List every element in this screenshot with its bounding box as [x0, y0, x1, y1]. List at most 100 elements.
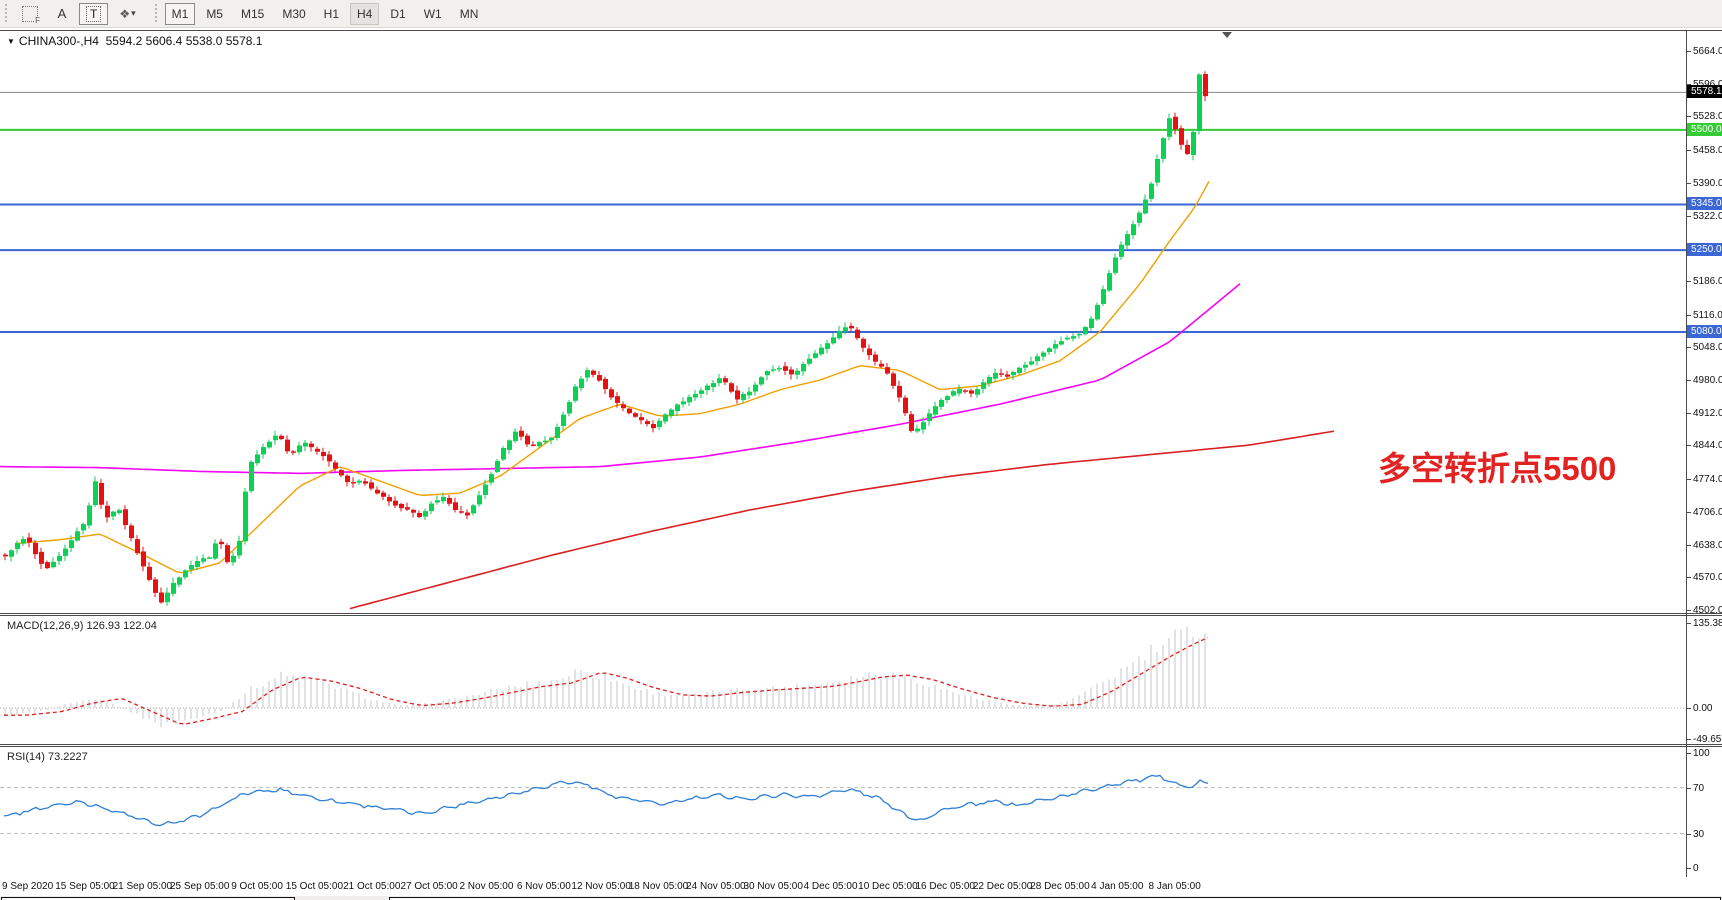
price-tick-label: 0	[1693, 863, 1699, 874]
rsi-indicator-label: RSI(14) 73.2227	[7, 751, 88, 763]
price-tick-label: 30	[1693, 828, 1705, 840]
axis-tick	[1687, 622, 1691, 624]
price-badge: 5578.1	[1687, 85, 1722, 99]
toolbar-grip[interactable]	[3, 3, 10, 24]
axis-tick	[1687, 150, 1691, 152]
timeframe-button-w1[interactable]: W1	[423, 6, 442, 21]
letter-a-icon: A	[57, 6, 67, 21]
text-label-tool-button[interactable]: A	[49, 3, 75, 25]
time-axis-label: 24 Nov 05:00	[686, 881, 746, 892]
macd-pane[interactable]	[0, 616, 1686, 744]
time-axis-label: 16 Dec 05:00	[915, 881, 976, 892]
timeframe-button-d1[interactable]: D1	[390, 6, 406, 21]
axis-tick	[1687, 116, 1691, 118]
axis-tick	[1687, 833, 1691, 835]
price-tick-label: 4706.0	[1693, 506, 1722, 518]
axis-tick	[1687, 445, 1691, 447]
toolbar-grip[interactable]	[152, 3, 160, 24]
time-axis-label: 28 Dec 05:00	[1030, 881, 1090, 892]
macd-histogram	[4, 626, 1206, 728]
price-tick-label: 70	[1693, 782, 1705, 794]
pane-separator	[0, 613, 1722, 614]
timeframe-button-h1[interactable]: H1	[323, 6, 340, 21]
axis-tick	[1687, 868, 1691, 869]
axis-tick	[1687, 347, 1691, 349]
time-axis-label: 25 Sep 05:00	[169, 881, 230, 892]
price-tick-label: 4844.0	[1693, 440, 1722, 452]
pane-separator	[0, 744, 1722, 745]
price-tick-label: 5664.0	[1693, 46, 1722, 57]
chart-symbol-title[interactable]: ▼ CHINA300-,H4 5594.2 5606.4 5538.0 5578.…	[7, 34, 263, 48]
trendline-red	[349, 430, 1335, 610]
time-axis-label: 6 Nov 05:00	[516, 881, 571, 892]
price-badge: 5500.0	[1687, 122, 1722, 136]
main-price-pane[interactable]	[0, 31, 1686, 613]
timeframe-button-m5[interactable]: M5	[206, 6, 223, 21]
price-tick-label: 4980.0	[1693, 375, 1722, 387]
axis-tick	[1687, 787, 1691, 789]
pattern-tool-button[interactable]: F	[15, 3, 45, 25]
time-axis-label: 22 Dec 05:00	[972, 881, 1033, 892]
axis-tick	[1687, 412, 1691, 414]
rsi-line	[3, 774, 1209, 827]
timeframe-button-h4[interactable]: H4	[350, 2, 380, 25]
pane-separator[interactable]	[0, 615, 1722, 616]
annotation-text: 多空转折点5500	[1378, 450, 1617, 487]
time-axis-label: 21 Oct 05:00	[343, 881, 401, 892]
macd-signal-line	[4, 637, 1209, 725]
price-tick-label: 5458.0	[1693, 145, 1722, 157]
macd-indicator-label: MACD(12,26,9) 126.93 122.04	[7, 620, 157, 632]
text-tool-icon: T	[86, 5, 102, 22]
price-tick-label: 5186.0	[1693, 275, 1722, 287]
axis-tick	[1687, 544, 1691, 546]
chevron-down-icon: ▾	[131, 8, 136, 18]
price-tick-label: 5596.0	[1693, 78, 1722, 90]
price-tick-label: 4570.0	[1693, 572, 1722, 584]
time-axis[interactable]: 9 Sep 2020 15 Sep 05:00 21 Sep 05:00 25 Sep…	[0, 877, 1722, 896]
rsi-pane[interactable]	[0, 747, 1686, 877]
axis-tick	[1687, 610, 1691, 611]
price-tick-label: 100	[1693, 748, 1710, 759]
price-badge: 5250.0	[1687, 243, 1722, 257]
price-axis[interactable]: 5664.0 5596.0 5528.0 5458.0 5390.0 5322.0 5186…	[1687, 28, 1722, 900]
price-tick-label: 0.00	[1693, 703, 1713, 714]
time-axis-label: 15 Oct 05:00	[285, 881, 344, 892]
timeframe-button-mn[interactable]: MN	[459, 6, 479, 21]
candles-layer	[3, 71, 1208, 606]
arrows-icon: ❖	[119, 6, 130, 21]
price-tick-label: 4774.0	[1693, 474, 1722, 486]
axis-tick	[1687, 511, 1691, 513]
time-axis-label: 4 Dec 05:00	[803, 881, 858, 892]
time-axis-label: 18 Nov 05:00	[628, 881, 689, 892]
text-tool-button[interactable]: T	[79, 2, 109, 25]
time-axis-label: 15 Sep 05:00	[55, 881, 115, 892]
timeframe-toolbar: M1 M5 M15 M30 H1 H4 D1 W1 MN	[163, 2, 488, 25]
toolbar: F A T ❖ ▾ M1 M5 M15 M30 H1 H4 D1 W1 MN	[0, 0, 1722, 28]
price-tick-label: 5528.0	[1693, 111, 1722, 123]
chart-tab[interactable]	[1, 897, 295, 900]
price-tick-label: 5390.0	[1693, 177, 1722, 189]
timeframe-button-m30[interactable]: M30	[282, 6, 306, 21]
time-axis-label: 21 Sep 05:00	[112, 881, 173, 892]
time-axis-label: 8 Jan 05:00	[1148, 881, 1201, 892]
axis-tick	[1687, 280, 1691, 282]
pane-separator[interactable]	[0, 746, 1722, 747]
axis-tick	[1687, 83, 1691, 85]
axis-tick	[1687, 215, 1691, 217]
timeframe-button-m1[interactable]: M1	[164, 2, 196, 25]
pane-separator	[0, 30, 1722, 31]
arrows-tool-button[interactable]: ❖ ▾	[112, 3, 142, 25]
ma-magenta	[0, 283, 1241, 475]
time-axis-label: 9 Oct 05:00	[231, 881, 283, 892]
timeframe-button-m15[interactable]: M15	[240, 6, 265, 21]
pattern-tool-icon: F	[22, 5, 41, 25]
chart-tab[interactable]	[389, 897, 1721, 900]
price-tick-label: 5116.0	[1693, 309, 1722, 321]
axis-tick	[1687, 380, 1691, 382]
time-axis-label: 27 Oct 05:00	[400, 881, 458, 892]
time-axis-label: 2 Nov 05:00	[459, 881, 514, 892]
price-tick-label: 4502.0	[1693, 605, 1722, 616]
price-tick-label: 5322.0	[1693, 210, 1722, 222]
chart-shift-marker-icon[interactable]	[1222, 32, 1232, 38]
time-axis-label: 4 Jan 05:00	[1091, 881, 1144, 892]
